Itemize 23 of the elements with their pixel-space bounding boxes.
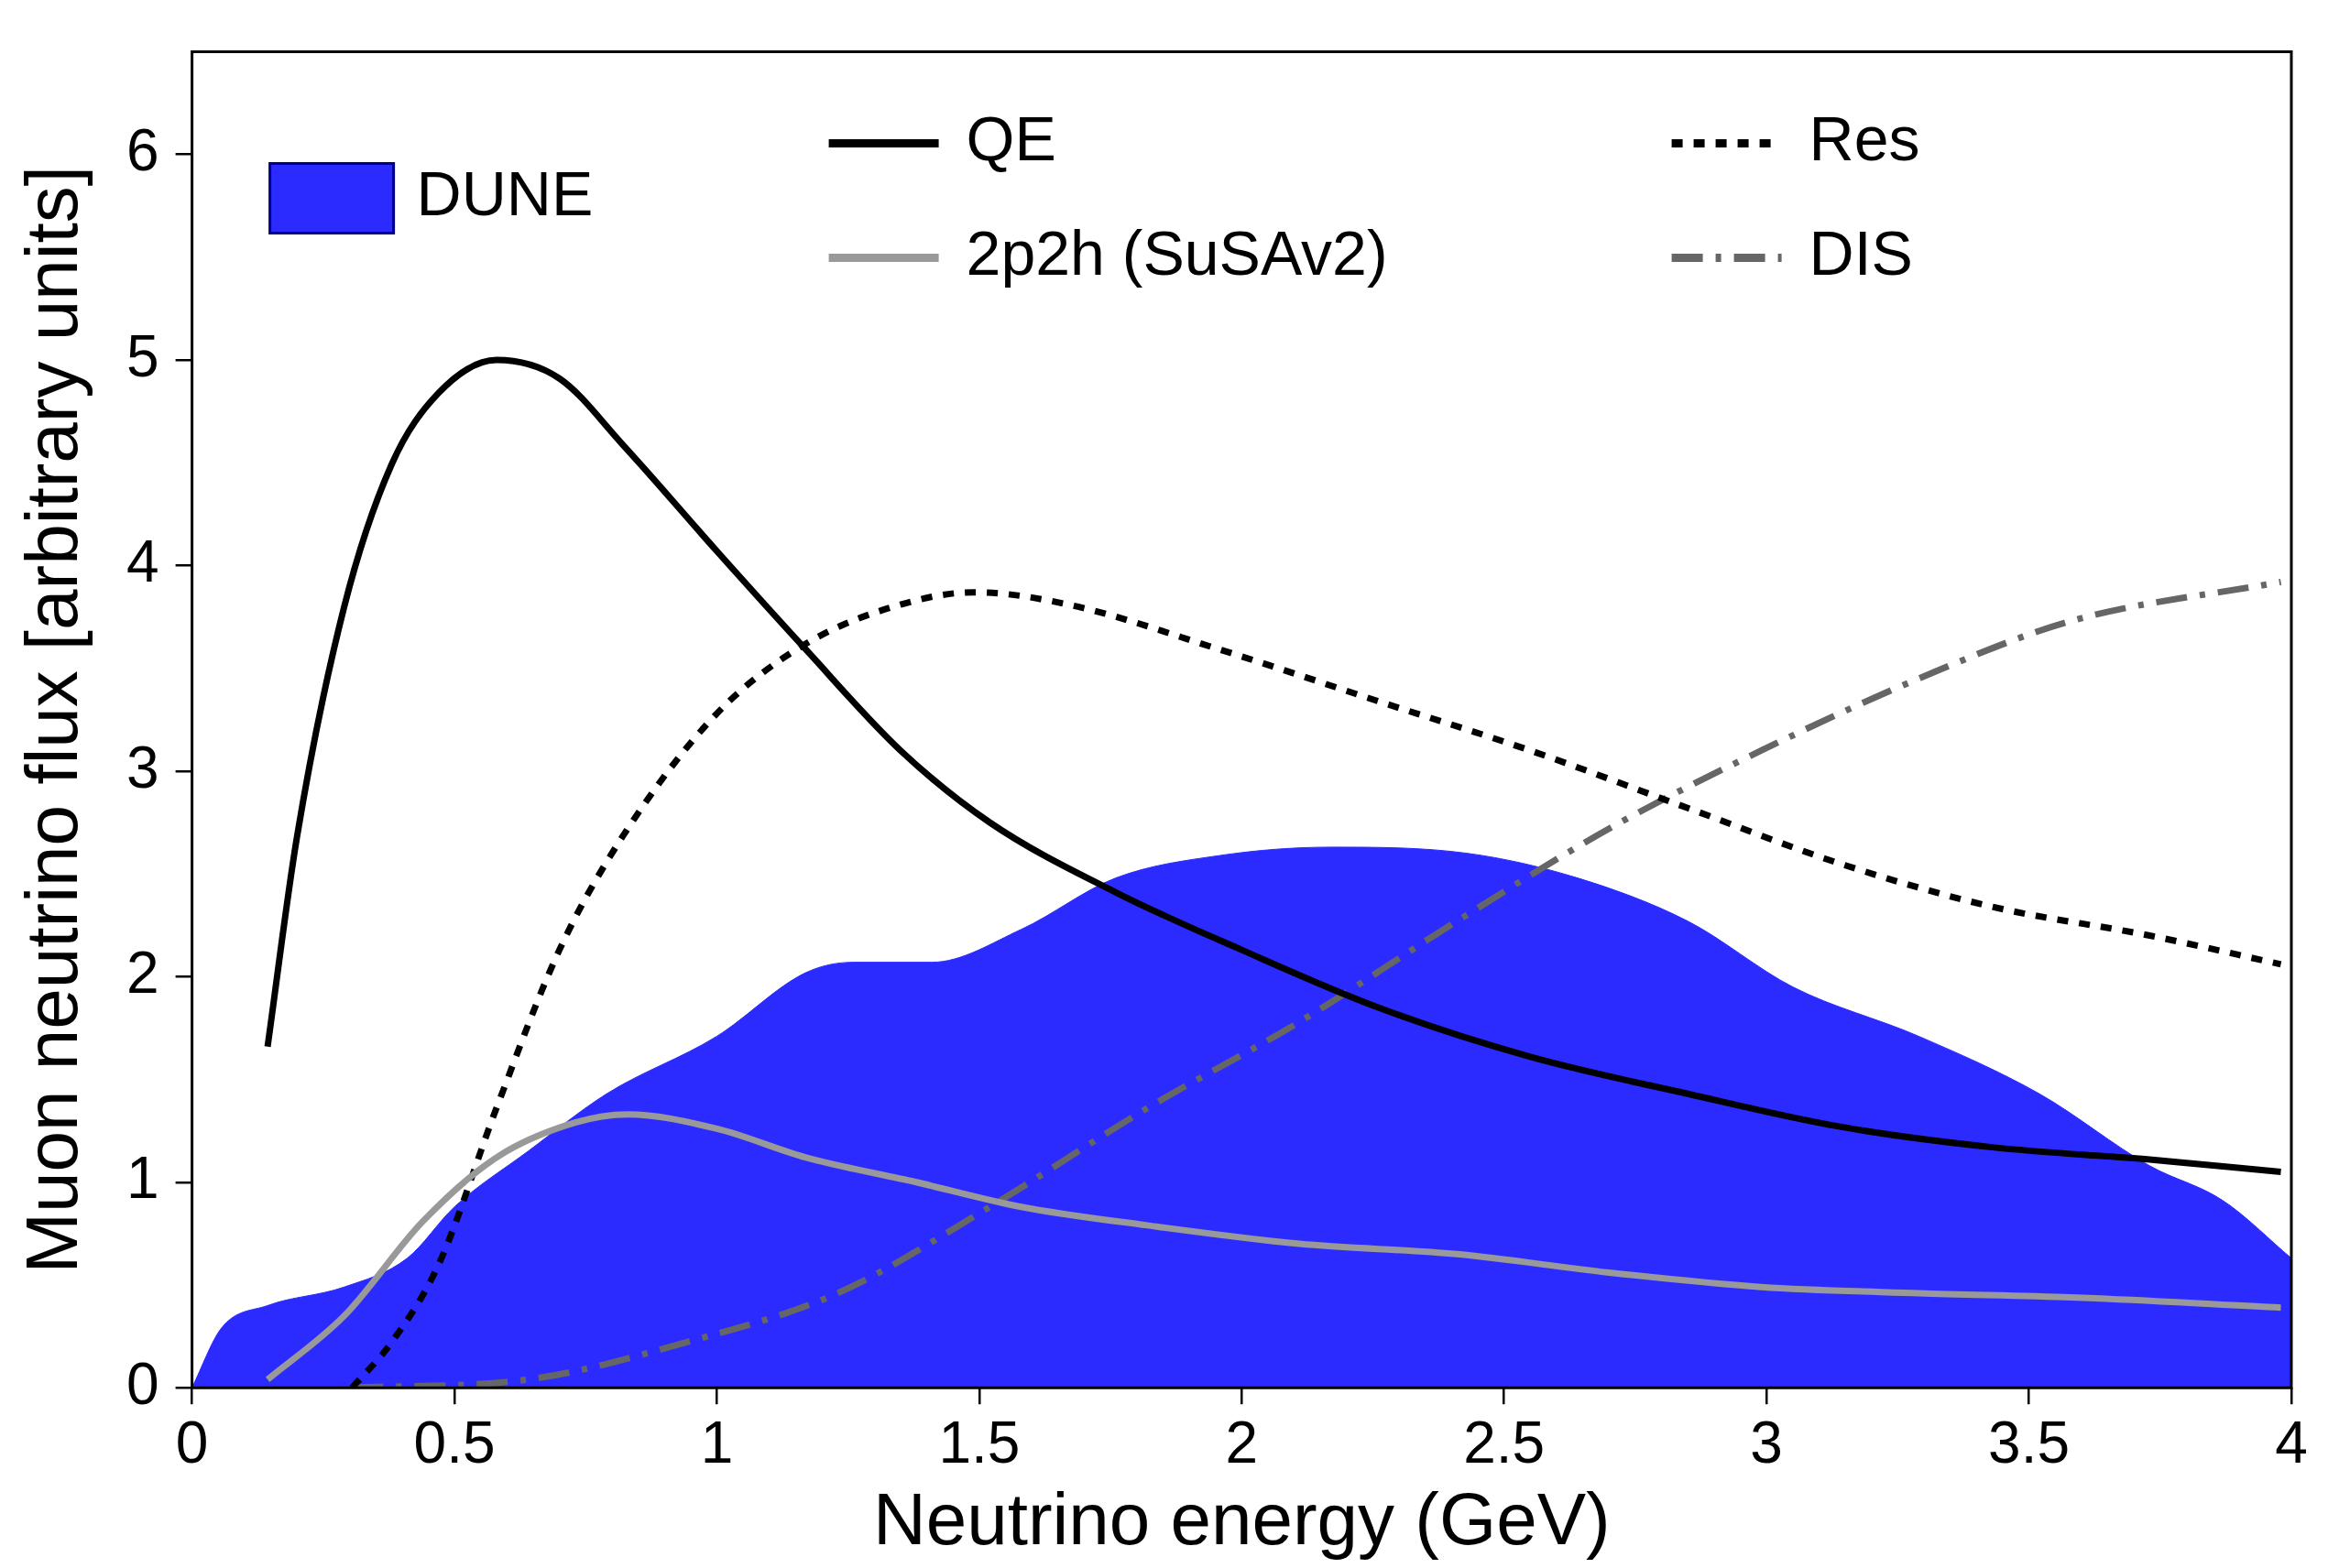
x-tick-label: 4 bbox=[2275, 1410, 2308, 1476]
x-tick-label: 0 bbox=[175, 1410, 209, 1476]
y-tick-label: 4 bbox=[126, 528, 159, 595]
legend-label: DIS bbox=[1809, 218, 1913, 289]
y-tick-label: 6 bbox=[126, 117, 159, 184]
y-tick-label: 1 bbox=[126, 1145, 159, 1212]
legend-label: DUNE bbox=[416, 158, 594, 229]
x-tick-label: 3.5 bbox=[1988, 1410, 2071, 1476]
x-tick-label: 1 bbox=[700, 1410, 734, 1476]
y-axis-title: Muon neutrino flux [arbitrary units] bbox=[11, 166, 93, 1274]
y-tick-label: 5 bbox=[126, 322, 159, 389]
y-tick-label: 0 bbox=[126, 1350, 159, 1417]
x-axis-title: Neutrino energy (GeV) bbox=[872, 1478, 1611, 1561]
x-tick-label: 0.5 bbox=[413, 1410, 496, 1476]
x-tick-label: 3 bbox=[1750, 1410, 1783, 1476]
x-tick-label: 2 bbox=[1225, 1410, 1259, 1476]
legend-label: 2p2h (SuSAv2) bbox=[966, 218, 1388, 289]
legend-label: QE bbox=[966, 103, 1056, 174]
x-tick-label: 1.5 bbox=[938, 1410, 1021, 1476]
y-tick-label: 2 bbox=[126, 939, 159, 1006]
y-tick-label: 3 bbox=[126, 734, 159, 800]
x-tick-label: 2.5 bbox=[1463, 1410, 1546, 1476]
legend-label: Res bbox=[1809, 103, 1920, 174]
